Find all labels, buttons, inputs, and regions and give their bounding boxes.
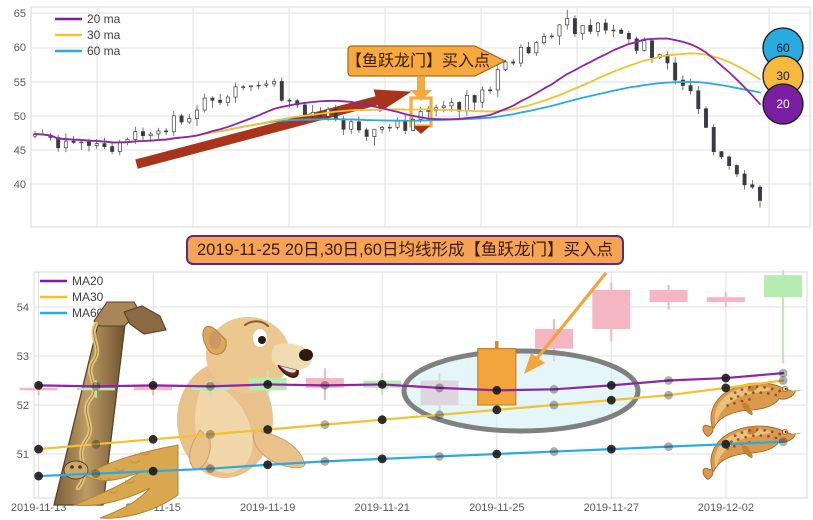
svg-text:MA20: MA20 bbox=[72, 274, 104, 288]
svg-text:53: 53 bbox=[17, 351, 29, 363]
svg-text:2019-11-21: 2019-11-21 bbox=[354, 502, 409, 514]
svg-text:54: 54 bbox=[17, 302, 29, 314]
svg-text:52: 52 bbox=[17, 400, 29, 412]
svg-text:50: 50 bbox=[14, 111, 26, 123]
svg-text:30: 30 bbox=[776, 69, 790, 83]
svg-text:2019-11-25: 2019-11-25 bbox=[469, 502, 524, 514]
svg-text:60: 60 bbox=[776, 41, 790, 55]
svg-text:51: 51 bbox=[17, 449, 29, 461]
svg-text:2019-11-25 20日,30日,60日均线形成【鱼跃龙: 2019-11-25 20日,30日,60日均线形成【鱼跃龙门】买入点 bbox=[197, 240, 613, 259]
svg-text:40: 40 bbox=[14, 179, 26, 191]
svg-text:【鱼跃龙门】买入点: 【鱼跃龙门】买入点 bbox=[346, 52, 490, 70]
svg-text:60 ma: 60 ma bbox=[87, 44, 121, 58]
svg-text:60: 60 bbox=[14, 42, 26, 54]
svg-text:55: 55 bbox=[14, 77, 26, 89]
svg-text:45: 45 bbox=[14, 145, 26, 157]
svg-text:20 ma: 20 ma bbox=[87, 12, 121, 26]
svg-text:65: 65 bbox=[14, 8, 26, 20]
svg-text:2019-12-02: 2019-12-02 bbox=[698, 502, 754, 514]
svg-text:2019-11-19: 2019-11-19 bbox=[240, 502, 295, 514]
svg-text:2019-11-27: 2019-11-27 bbox=[584, 502, 639, 514]
svg-text:20: 20 bbox=[776, 97, 790, 111]
svg-text:MA30: MA30 bbox=[72, 290, 104, 304]
svg-text:30 ma: 30 ma bbox=[87, 28, 121, 42]
